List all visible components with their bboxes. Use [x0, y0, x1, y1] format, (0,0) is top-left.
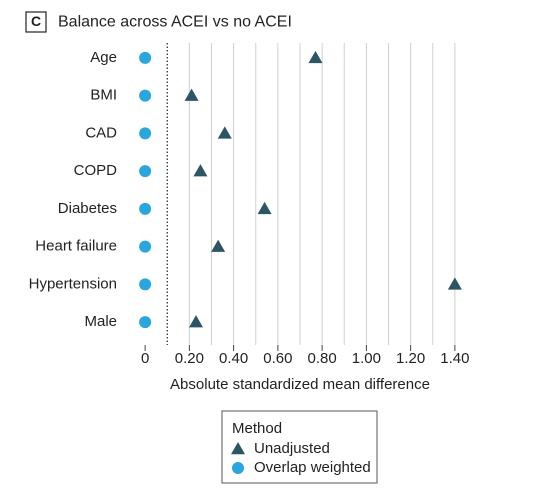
chart-title: Balance across ACEI vs no ACEI	[58, 14, 292, 31]
data-point	[139, 165, 152, 178]
y-tick-label: CAD	[85, 124, 117, 141]
panel-box	[25, 11, 47, 33]
data-point	[189, 315, 204, 328]
data-point	[139, 202, 152, 215]
x-tick-label: 1.40	[440, 350, 469, 367]
data-point	[447, 277, 462, 290]
y-tick-label: Diabetes	[58, 200, 117, 217]
data-point	[193, 164, 208, 177]
x-tick-label: 0.20	[175, 350, 204, 367]
x-tick-label: 1.20	[396, 350, 425, 367]
legend-title: Method	[232, 420, 282, 437]
x-tick-label: 0.80	[308, 350, 337, 367]
x-tick-label: 0.60	[263, 350, 292, 367]
data-point	[308, 50, 323, 64]
data-point	[139, 240, 152, 253]
x-tick-label: 1.00	[352, 350, 381, 367]
data-point	[184, 88, 199, 101]
legend-marker	[231, 442, 245, 455]
x-axis-label: Absolute standardized mean difference	[170, 376, 430, 393]
data-point	[139, 316, 152, 329]
x-tick-label: 0	[141, 350, 149, 367]
data-point	[139, 89, 152, 102]
data-point	[139, 127, 152, 140]
panel-label: C	[31, 13, 41, 29]
data-point	[139, 51, 152, 64]
y-tick-label: Age	[90, 49, 117, 66]
x-tick-label: 0.40	[219, 350, 248, 367]
data-point	[139, 278, 152, 291]
data-point	[257, 201, 272, 215]
y-tick-label: Hypertension	[29, 275, 117, 292]
data-point	[211, 239, 226, 252]
legend-label: Overlap weighted	[254, 459, 371, 476]
legend-marker	[232, 462, 244, 474]
y-tick-label: COPD	[74, 162, 118, 179]
legend-label: Unadjusted	[254, 440, 330, 457]
y-tick-label: Heart failure	[35, 238, 117, 255]
data-point	[217, 126, 232, 139]
legend-box	[221, 410, 378, 484]
y-tick-label: BMI	[90, 87, 117, 104]
y-tick-label: Male	[84, 313, 117, 330]
